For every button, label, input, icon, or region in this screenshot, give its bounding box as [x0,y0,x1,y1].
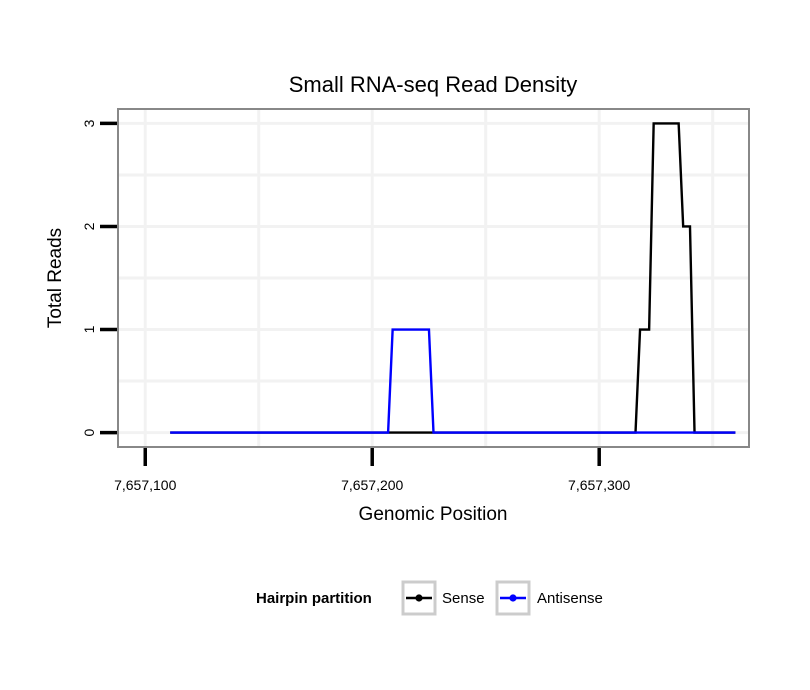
series-layer [170,122,736,434]
legend: Hairpin partition Sense Antisense [256,580,603,616]
chart-title: Small RNA-seq Read Density [289,72,578,97]
legend-label: Sense [442,590,485,607]
legend-key-point [509,594,517,602]
x-tick-label: 7,657,100 [114,477,176,493]
y-tick-label: 0 [81,428,97,436]
legend-title: Hairpin partition [256,590,372,607]
legend-label: Antisense [537,590,603,607]
y-tick-label: 3 [81,119,97,127]
plot-panel-border [117,108,750,448]
x-axis-title: Genomic Position [359,504,508,525]
legend-key-point [415,594,423,602]
x-tick-label: 7,657,300 [568,477,630,493]
legend-entry-sense: Sense [401,580,485,616]
y-axis-title: Total Reads [45,228,66,328]
y-tick-label: 2 [81,222,97,230]
y-tick-label: 1 [81,325,97,333]
grid-layer [118,109,749,447]
axis-layer: 0 1 2 3 7,657,100 7,657,200 7,657,300 [81,119,631,493]
x-tick-label: 7,657,200 [341,477,403,493]
series-line-sense [170,122,736,434]
legend-entry-antisense: Antisense [495,580,603,616]
series-line-antisense [170,328,736,434]
